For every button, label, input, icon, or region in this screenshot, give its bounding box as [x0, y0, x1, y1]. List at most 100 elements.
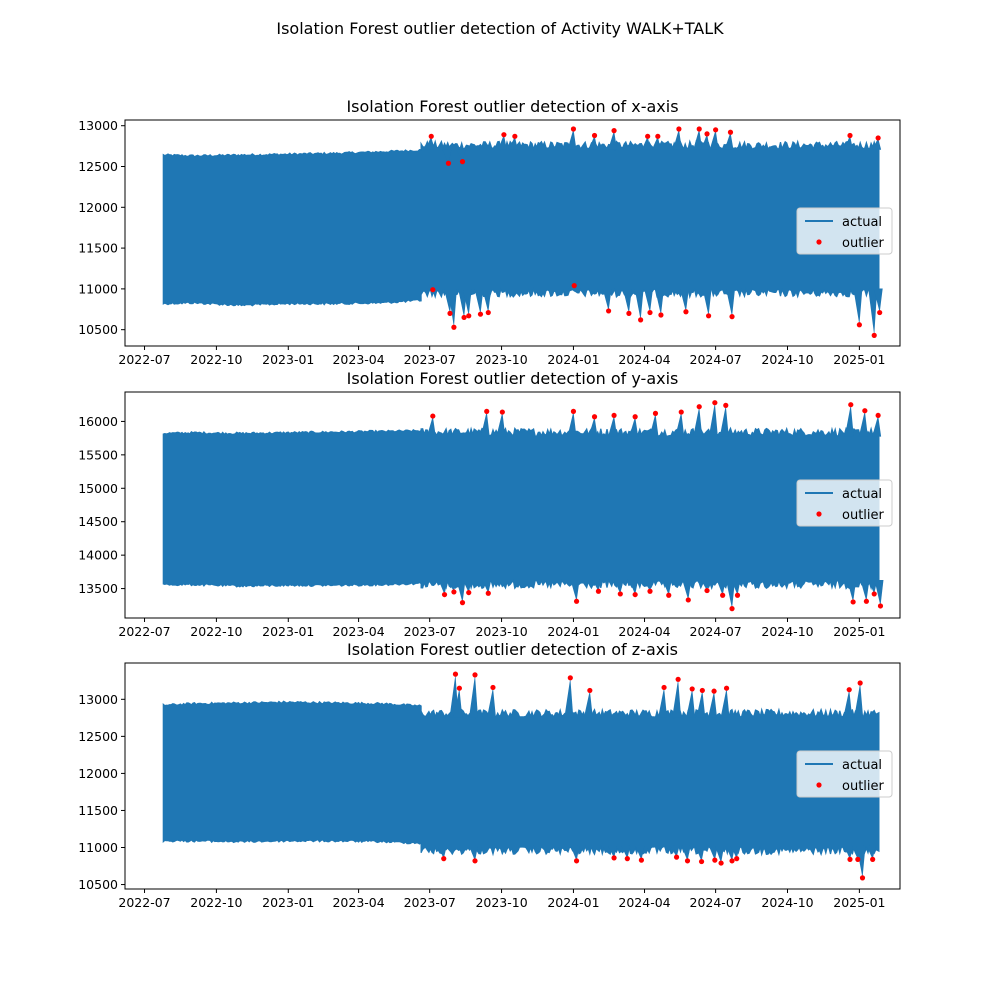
actual-spike: [462, 580, 472, 593]
actual-spike: [843, 689, 853, 718]
actual-spike: [437, 845, 447, 859]
outlier-point: [713, 127, 719, 133]
actual-spike: [447, 288, 457, 328]
y-tick-label: 16000: [78, 414, 118, 429]
plot-area: [162, 671, 880, 881]
outlier-point: [647, 309, 653, 316]
x-tick-label: 2023-10: [475, 352, 527, 367]
x-tick-label: 2025-01: [833, 895, 885, 910]
outlier-point: [699, 687, 705, 694]
outlier-point: [723, 402, 729, 408]
outlier-point: [611, 412, 617, 419]
actual-spike: [708, 402, 718, 437]
outlier-point: [632, 591, 638, 598]
x-tick-label: 2024-04: [618, 352, 670, 367]
actual-spike: [866, 845, 876, 860]
actual-spike: [641, 136, 651, 150]
outlier-point: [605, 308, 612, 314]
outlier-point: [871, 591, 877, 597]
outlier-point: [591, 414, 598, 420]
y-tick-label: 13000: [78, 118, 118, 133]
outlier-point: [638, 857, 645, 863]
x-tick-label: 2022-07: [118, 895, 170, 910]
actual-spike: [868, 580, 878, 594]
actual-spike: [670, 845, 680, 858]
actual-spike: [872, 137, 882, 150]
actual-spike: [567, 128, 577, 150]
outlier-point: [447, 310, 453, 316]
outlier-point: [689, 686, 695, 692]
plot-area: [162, 126, 883, 338]
actual-spike: [456, 149, 466, 162]
outlier-point: [871, 332, 877, 338]
outlier-point: [655, 133, 661, 139]
subplot-title: Isolation Forest outlier detection of x-…: [346, 97, 678, 116]
x-tick-label: 2022-10: [190, 895, 242, 910]
outlier-point: [696, 126, 702, 132]
actual-spike: [649, 413, 659, 437]
figure-title: Isolation Forest outlier detection of Ac…: [276, 19, 724, 38]
outlier-point: [626, 310, 632, 316]
outlier-point: [875, 135, 881, 141]
actual-spike: [482, 288, 492, 313]
x-tick-label: 2024-04: [618, 624, 670, 639]
outlier-point: [430, 413, 436, 419]
outlier-point: [571, 283, 577, 289]
outlier-point: [877, 309, 883, 316]
subplot-title: Isolation Forest outlier detection of z-…: [347, 640, 678, 659]
actual-spike: [701, 133, 711, 150]
x-tick-label: 2023-04: [332, 624, 384, 639]
x-tick-label: 2024-04: [618, 895, 670, 910]
legend-outlier-label: outlier: [842, 236, 885, 251]
outlier-point: [499, 409, 505, 415]
y-tick-label: 15500: [78, 447, 118, 462]
x-tick-label: 2022-10: [190, 352, 242, 367]
outlier-point: [459, 600, 466, 606]
outlier-point: [638, 317, 644, 323]
outlier-point: [472, 672, 478, 678]
actual-spike: [686, 688, 696, 718]
outlier-point: [451, 589, 457, 595]
actual-spike: [847, 580, 857, 602]
outlier-point: [570, 126, 577, 132]
actual-spike: [570, 580, 580, 602]
y-tick-label: 12000: [78, 766, 118, 781]
outlier-point: [587, 687, 593, 694]
legend-outlier-swatch: [816, 511, 822, 517]
outlier-point: [870, 856, 876, 862]
actual-spike: [856, 845, 866, 878]
outlier-point: [570, 408, 577, 414]
outlier-point: [698, 858, 705, 865]
y-tick-label: 11500: [78, 803, 118, 818]
actual-spike: [622, 288, 632, 314]
outlier-point: [685, 597, 691, 603]
y-tick-label: 10500: [78, 322, 118, 337]
actual-spike: [724, 132, 734, 150]
outlier-point: [857, 680, 863, 686]
x-tick-label: 2023-10: [475, 895, 527, 910]
x-tick-label: 2025-01: [833, 352, 885, 367]
actual-spike: [872, 415, 882, 437]
y-tick-label: 13000: [78, 692, 118, 707]
actual-spike: [731, 580, 741, 596]
outlier-point: [848, 402, 854, 408]
outlier-point: [666, 592, 672, 598]
axes-frame: [124, 662, 901, 890]
actual-spike: [695, 845, 705, 862]
outlier-point: [729, 858, 735, 864]
outlier-point: [477, 311, 484, 317]
actual-spike: [854, 683, 864, 718]
x-tick-label: 2022-07: [118, 352, 170, 367]
actual-spike: [469, 845, 478, 861]
actual-spike: [682, 580, 692, 600]
actual-spike: [844, 845, 853, 860]
legend: actual outlier: [796, 479, 893, 527]
outlier-point: [428, 133, 434, 139]
x-tick-label: 2024-10: [761, 352, 813, 367]
actual-spike: [635, 845, 645, 861]
axes-frame: [124, 119, 901, 347]
actual-spike: [608, 130, 618, 150]
x-tick-label: 2023-01: [262, 352, 314, 367]
actual-spike: [588, 416, 598, 437]
outlier-point: [846, 687, 852, 693]
